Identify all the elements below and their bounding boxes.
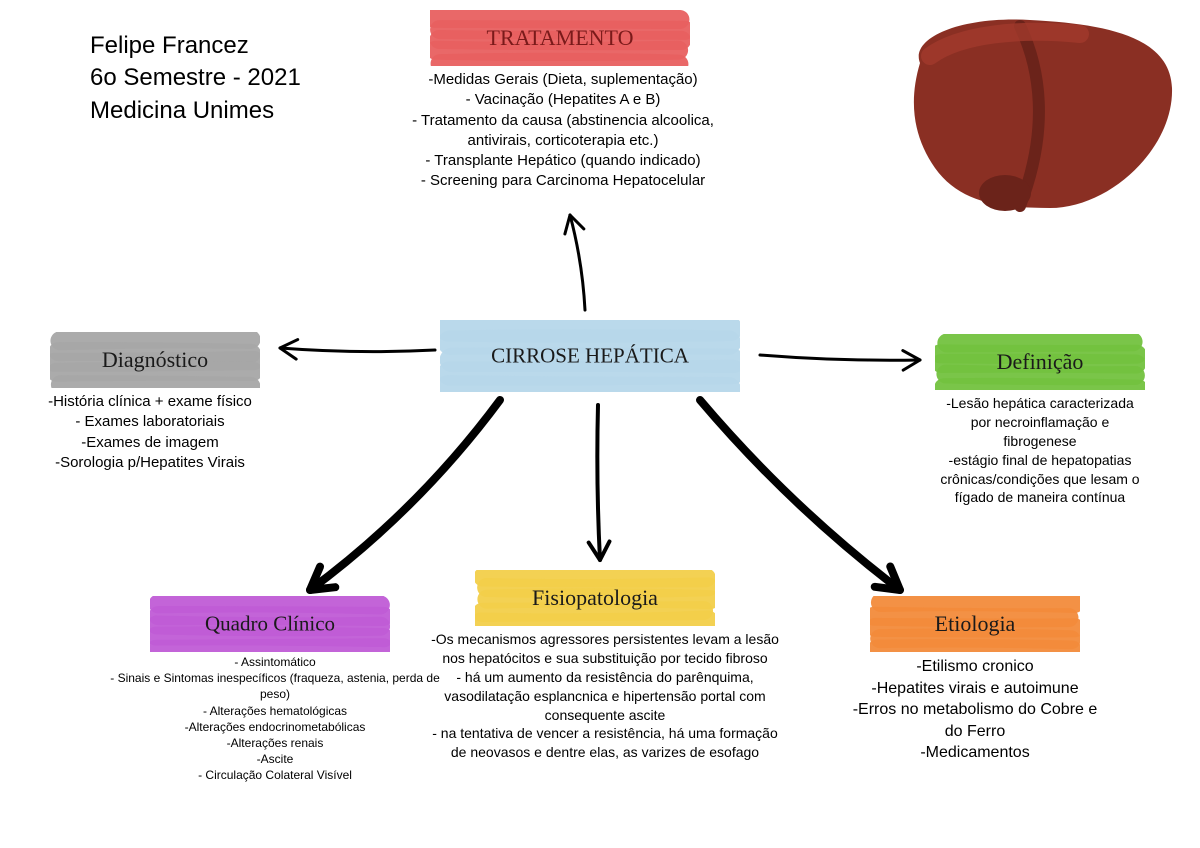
liver-illustration (900, 8, 1180, 223)
author-line: Medicina Unimes (90, 95, 301, 127)
node-title: Diagnóstico (102, 347, 208, 373)
node-definicao-body: -Lesão hepática caracterizada por necroi… (940, 394, 1140, 507)
node-diagnostico: Diagnóstico (50, 332, 260, 388)
node-quadro: Quadro Clínico (150, 596, 390, 652)
node-title: Fisiopatologia (532, 585, 658, 611)
node-title: CIRROSE HEPÁTICA (491, 344, 689, 369)
node-title: Definição (997, 349, 1084, 375)
node-tratamento: TRATAMENTO (430, 10, 690, 66)
author-block: Felipe Francez6o Semestre - 2021Medicina… (90, 30, 301, 127)
node-tratamento-body: -Medidas Gerais (Dieta, suplementação)- … (383, 70, 743, 192)
author-line: Felipe Francez (90, 30, 301, 62)
arrow-to-quadro (310, 400, 500, 590)
node-definicao: Definição (935, 334, 1145, 390)
arrow-to-fisiopatologia (589, 405, 610, 560)
node-title: Etiologia (935, 611, 1016, 637)
node-etiologia: Etiologia (870, 596, 1080, 652)
node-etiologia-body: -Etilismo cronico-Hepatites virais e aut… (845, 656, 1105, 764)
node-fisiopatologia-body: -Os mecanismos agressores persistentes l… (430, 630, 780, 762)
node-quadro-body: - Assintomático- Sinais e Sintomas inesp… (110, 654, 440, 784)
arrow-to-definicao (760, 351, 920, 371)
arrow-to-etiologia (700, 400, 900, 590)
arrow-to-diagnostico (280, 340, 435, 360)
arrow-to-tratamento (565, 215, 585, 310)
node-fisiopatologia: Fisiopatologia (475, 570, 715, 626)
center-node: CIRROSE HEPÁTICA (440, 320, 740, 392)
node-title: TRATAMENTO (487, 25, 634, 51)
node-title: Quadro Clínico (205, 612, 335, 637)
node-diagnostico-body: -História clínica + exame físico- Exames… (40, 392, 260, 473)
author-line: 6o Semestre - 2021 (90, 62, 301, 94)
